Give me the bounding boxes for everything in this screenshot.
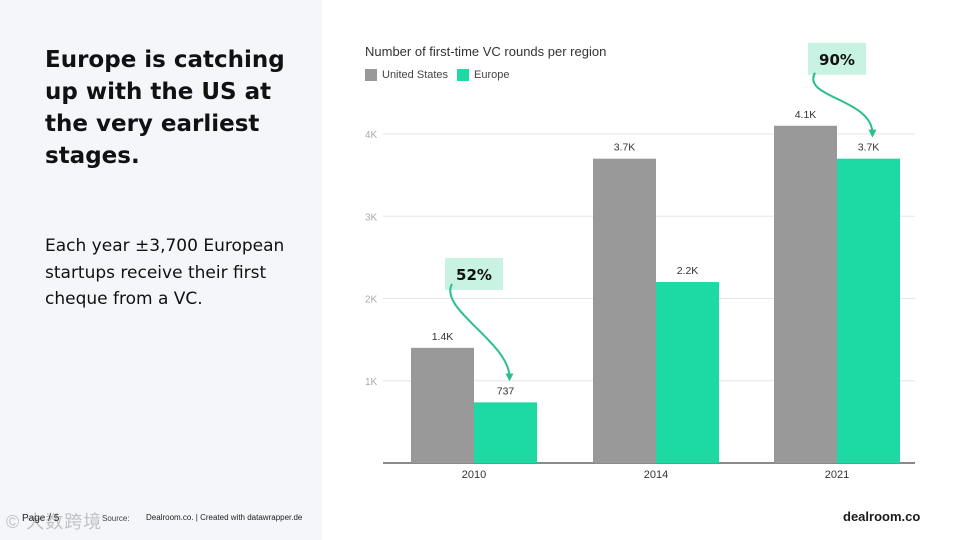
x-tick-label: 2014 — [644, 469, 668, 481]
dealroom-logo: dealroom.co — [843, 509, 921, 524]
bars — [411, 125, 900, 464]
y-tick-label: 4K — [365, 130, 378, 141]
data-label: 2.2K — [677, 265, 699, 277]
bar-us-2014 — [593, 158, 656, 464]
y-tick-label: 1K — [365, 377, 378, 388]
data-label: 3.7K — [858, 142, 880, 154]
legend-item-us: United States — [365, 69, 448, 81]
labels: 1.4K 737 2010 3.7K 2.2K 2014 4.1K 3.7K 2021 — [432, 109, 880, 481]
bar-europe-2014 — [656, 282, 719, 463]
legend-label-europe: Europe — [474, 69, 510, 81]
data-label: 737 — [497, 385, 515, 397]
annotation-box — [445, 258, 503, 290]
data-label: 4.1K — [795, 109, 817, 121]
source-text: Dealroom.co. | Created with datawrapper.… — [146, 513, 303, 522]
watermark: © 大数跨境 — [6, 512, 103, 532]
data-label: 1.4K — [432, 331, 454, 343]
data-label: 3.7K — [614, 142, 636, 154]
x-tick-label: 2021 — [825, 469, 849, 481]
slide-headline: Europe is catching up with the US at the… — [45, 47, 285, 169]
page-number: Page / 5 — [22, 513, 60, 524]
bar-europe-2021 — [837, 158, 900, 464]
annotation-arrow — [812, 72, 877, 138]
bar-us-2010 — [411, 347, 474, 463]
annotations: 52% 90% — [445, 42, 877, 382]
legend-swatch-europe — [457, 69, 470, 81]
chart-legend: United States Europe — [365, 69, 519, 81]
slide-body-text: Each year ±3,700 European startups recei… — [45, 236, 285, 309]
annotation-arrow — [449, 283, 514, 382]
annotation-text: 52% — [456, 266, 492, 284]
chart-title: Number of first-time VC rounds per regio… — [365, 44, 607, 59]
source-label: Source: — [102, 514, 130, 523]
y-tick-label: 3K — [365, 212, 378, 223]
bar-europe-2010 — [474, 402, 537, 463]
left-panel: Europe is catching up with the US at the… — [0, 0, 322, 540]
x-tick-label: 2010 — [462, 469, 486, 481]
legend-swatch-us — [365, 69, 377, 81]
legend-label-us: United States — [382, 69, 449, 81]
annotation-text: 90% — [819, 51, 855, 69]
legend-item-europe: Europe — [457, 69, 510, 81]
bar-us-2021 — [774, 125, 837, 464]
annotation-box — [808, 42, 866, 75]
y-tick-label: 2K — [365, 295, 378, 306]
